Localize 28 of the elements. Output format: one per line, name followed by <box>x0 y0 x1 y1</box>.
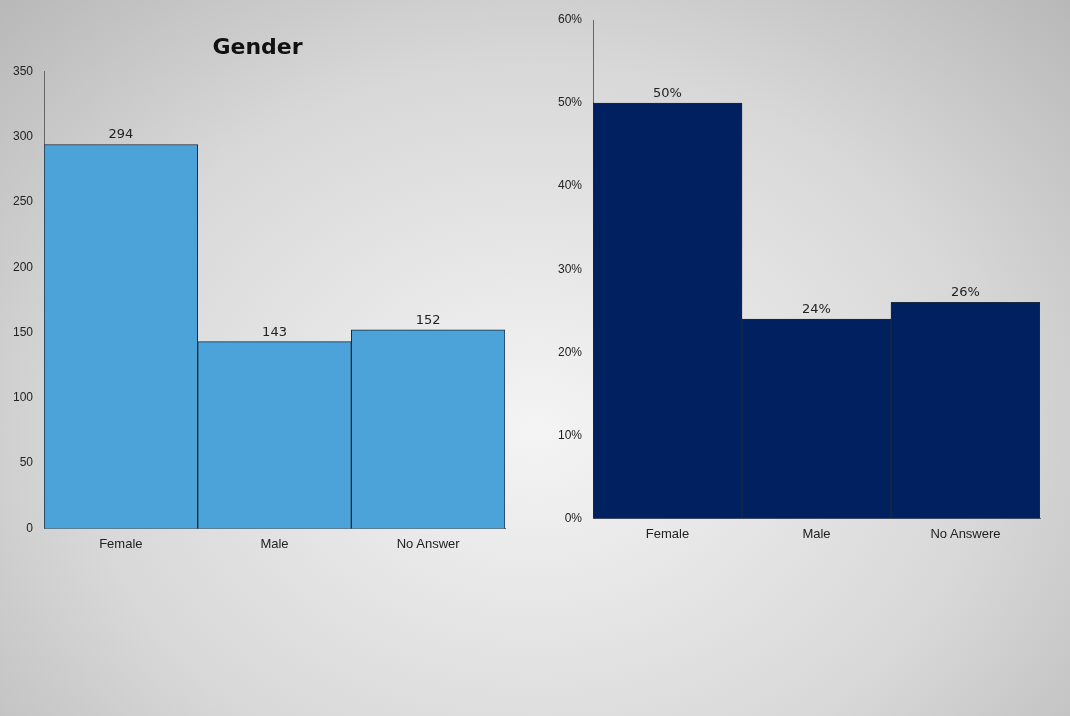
y-tick-label: 20% <box>557 344 583 359</box>
y-tick-label: 100 <box>12 390 34 405</box>
y-tick-label: 30% <box>557 261 583 276</box>
data-label: 50% <box>653 84 682 100</box>
x-tick-label: No Answere <box>930 525 1001 541</box>
y-tick-label: 150 <box>12 324 34 339</box>
x-tick-label: No Answer <box>396 535 461 551</box>
y-tick-label: 50% <box>557 95 583 110</box>
y-tick-label: 10% <box>557 427 583 442</box>
y-tick-label: 350 <box>12 63 34 78</box>
data-label: 26% <box>951 284 980 300</box>
data-label: 143 <box>262 323 287 339</box>
y-tick-label: 0% <box>564 510 583 525</box>
y-tick-label: 200 <box>12 259 34 274</box>
x-tick-label: Male <box>802 525 831 541</box>
data-label: 152 <box>415 311 441 327</box>
x-tick-label: Female <box>645 525 690 541</box>
x-tick-label: Female <box>99 535 143 551</box>
y-tick-label: 250 <box>12 194 34 209</box>
data-label: 24% <box>802 300 831 316</box>
y-tick-label: 300 <box>12 129 34 143</box>
chart-title: Gender <box>212 33 303 59</box>
data-label: 294 <box>108 126 134 142</box>
x-tick-label: Male <box>260 535 289 551</box>
y-tick-label: 60% <box>557 12 583 27</box>
y-tick-label: 40% <box>557 178 583 193</box>
y-tick-label: 50 <box>19 455 34 470</box>
y-tick-label: 0 <box>26 520 34 535</box>
